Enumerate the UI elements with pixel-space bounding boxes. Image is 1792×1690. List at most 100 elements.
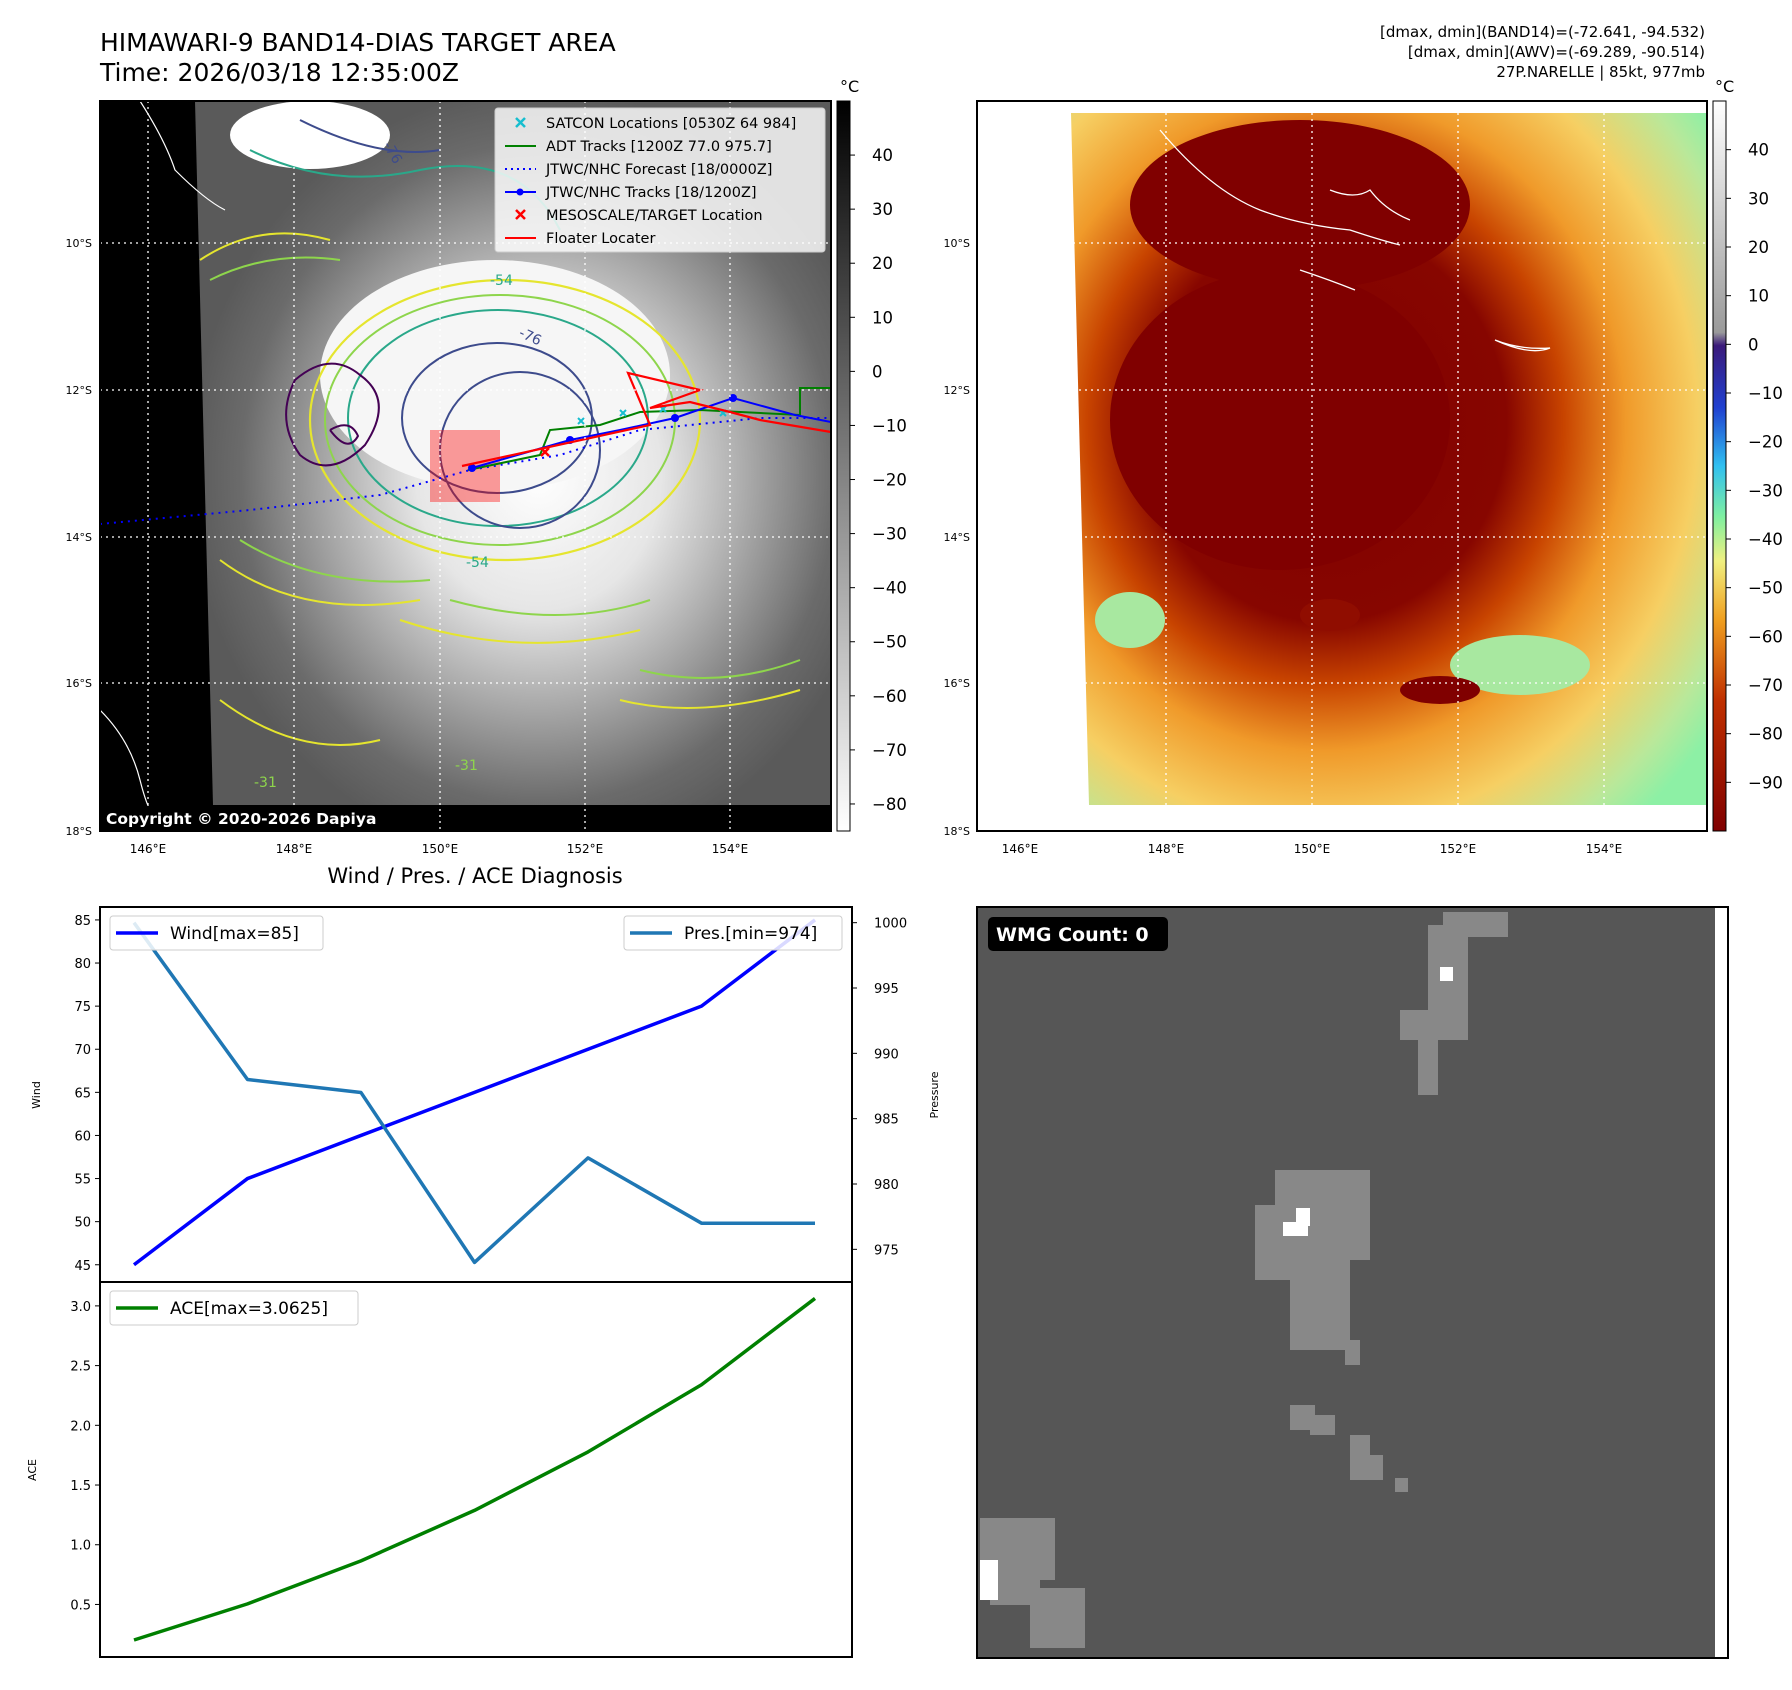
lat-tick-label: 14°S (944, 531, 970, 544)
colorbar-tick-label: −70 (1748, 676, 1783, 695)
colorbar-tick-label: −60 (1748, 627, 1783, 646)
colorbar-tick-label: −20 (872, 471, 907, 490)
series-line (133, 1297, 817, 1642)
meta-band14: [dmax, dmin](BAND14)=(-72.641, -94.532) (1380, 23, 1705, 41)
wmg-field (977, 907, 1730, 1658)
y-tick-label: 75 (74, 1000, 91, 1015)
legend-marker-x (515, 117, 526, 128)
y-tick-label: 1.5 (70, 1479, 91, 1494)
satcon-markers (577, 405, 727, 425)
wmg-count-label: WMG Count: 0 (996, 924, 1149, 946)
ir-colorbar-ticks: 40 30 20 10 0 −10 −20 −30 −40 −50 −60 −70 −80 (850, 146, 907, 814)
awv-colorbar-unit: °C (1715, 77, 1734, 96)
awv-colorbar (1712, 100, 1727, 832)
colorbar-tick-label: 40 (872, 146, 893, 165)
lat-tick-label: 14°S (66, 531, 92, 544)
colorbar-tick-label: −40 (872, 579, 907, 598)
copyright-text: Copyright © 2020-2026 Dapiya (106, 810, 376, 828)
y-tick-label: 70 (74, 1043, 91, 1058)
lon-tick-label: 146°E (130, 842, 167, 856)
map-axis-labels: 10°S 12°S 14°S 16°S 18°S 146°E 148°E 150°E 152°E… (66, 237, 1623, 856)
y-tick-label: 985 (874, 1113, 899, 1128)
wind-ylabel: Wind (30, 1081, 43, 1109)
y-tick-label: 1000 (874, 917, 907, 932)
legend-label: JTWC/NHC Forecast [18/0000Z] (545, 162, 772, 178)
pres-ylabel: Pressure (928, 1071, 941, 1118)
y-tick-label: 50 (74, 1216, 91, 1231)
legend-label: ADT Tracks [1200Z 77.0 975.7] (546, 139, 772, 155)
y-tick-label: 0.5 (70, 1598, 91, 1613)
colorbar-tick-label: 10 (872, 308, 893, 327)
lon-tick-label: 150°E (1294, 842, 1331, 856)
awv-map-grid (977, 101, 1707, 831)
diagnosis-marks: 45 50 55 60 65 70 75 80 85 975 980 985 990 995 1000 0.5… (70, 914, 907, 1642)
lat-tick-label: 10°S (66, 237, 92, 250)
chart-title: HIMAWARI-9 BAND14-DIAS TARGET AREA (100, 28, 616, 57)
colorbar-tick-label: −30 (1748, 481, 1783, 500)
colorbar-tick-label: 20 (1748, 238, 1769, 257)
ace-axes (99, 1281, 853, 1658)
y-tick-label: 80 (74, 957, 91, 972)
colorbar-tick-label: 30 (1748, 189, 1769, 208)
colorbar-tick-label: −20 (1748, 433, 1783, 452)
series-line (132, 921, 815, 1265)
colorbar-tick-label: −50 (1748, 579, 1783, 598)
contour-purple (285, 362, 380, 467)
lon-tick-label: 152°E (1440, 842, 1477, 856)
lat-tick-label: 12°S (66, 384, 92, 397)
ace-legend-box (109, 1290, 359, 1326)
wmg-badge (988, 917, 1168, 951)
y-tick-label: 85 (74, 914, 91, 929)
legend-label: SATCON Locations [0530Z 64 984] (546, 116, 796, 132)
colorbar-tick-label: 10 (1748, 287, 1769, 306)
contour-yellow (308, 278, 702, 562)
colorbar-tick-label: −70 (872, 741, 907, 760)
lat-tick-label: 18°S (66, 825, 92, 838)
legend-label: JTWC/NHC Tracks [18/1200Z] (545, 185, 757, 201)
y-tick-label: 990 (874, 1047, 899, 1062)
wind-legend-label: Wind[max=85] (170, 924, 299, 944)
cold-cloud-north (230, 101, 390, 169)
y-tick-label: 3.0 (70, 1300, 91, 1315)
awv-map-panel (976, 100, 1708, 832)
legend-label: Floater Locater (546, 231, 655, 247)
legend-marker-dot (516, 188, 524, 196)
lat-tick-label: 18°S (944, 825, 970, 838)
lon-tick-label: 148°E (1148, 842, 1185, 856)
contour-label: -54 (490, 273, 513, 289)
y-tick-label: 45 (74, 1259, 91, 1274)
contour-label: -54 (466, 555, 489, 571)
ace-legend-label: ACE[max=3.0625] (170, 1299, 328, 1319)
ir-map-frame (99, 100, 832, 832)
ace-ylabel: ACE (26, 1459, 39, 1481)
colorbar-tick-label: 20 (872, 254, 893, 273)
meta-awv: [dmax, dmin](AWV)=(-69.289, -90.514) (1407, 43, 1705, 61)
legend-marker-x (515, 209, 526, 220)
colorbar-tick-label: −80 (872, 795, 907, 814)
lon-tick-label: 148°E (276, 842, 313, 856)
colorbar-tick-label: −90 (1748, 773, 1783, 792)
wind-pres-axes (99, 906, 853, 1283)
colorbar-tick-label: −80 (1748, 725, 1783, 744)
contour-label: -31 (455, 758, 478, 774)
y-tick-label: 980 (874, 1178, 899, 1193)
colorbar-tick-label: 0 (872, 362, 883, 381)
y-tick-label: 55 (74, 1173, 91, 1188)
ir-map-panel: SATCON Locations [0530Z 64 984] ADT Track… (99, 100, 832, 832)
diagnosis-title: Wind / Pres. / ACE Diagnosis (327, 864, 622, 888)
ir-colorbar-unit: °C (840, 77, 859, 96)
lon-tick-label: 146°E (1002, 842, 1039, 856)
ir-map-legend-box (494, 107, 826, 253)
lon-tick-label: 154°E (1586, 842, 1623, 856)
y-tick-label: 995 (874, 982, 899, 997)
pres-legend-label: Pres.[min=974] (684, 924, 817, 944)
target-marker (540, 447, 550, 457)
meta-storm: 27P.NARELLE | 85kt, 977mb (1496, 63, 1705, 81)
lat-tick-label: 12°S (944, 384, 970, 397)
floater-locater-line (461, 371, 831, 468)
colorbar-tick-label: −10 (872, 416, 907, 435)
y-tick-label: 975 (874, 1243, 899, 1258)
wmg-pixels-white (980, 967, 1453, 1600)
awv-core (1110, 270, 1450, 570)
